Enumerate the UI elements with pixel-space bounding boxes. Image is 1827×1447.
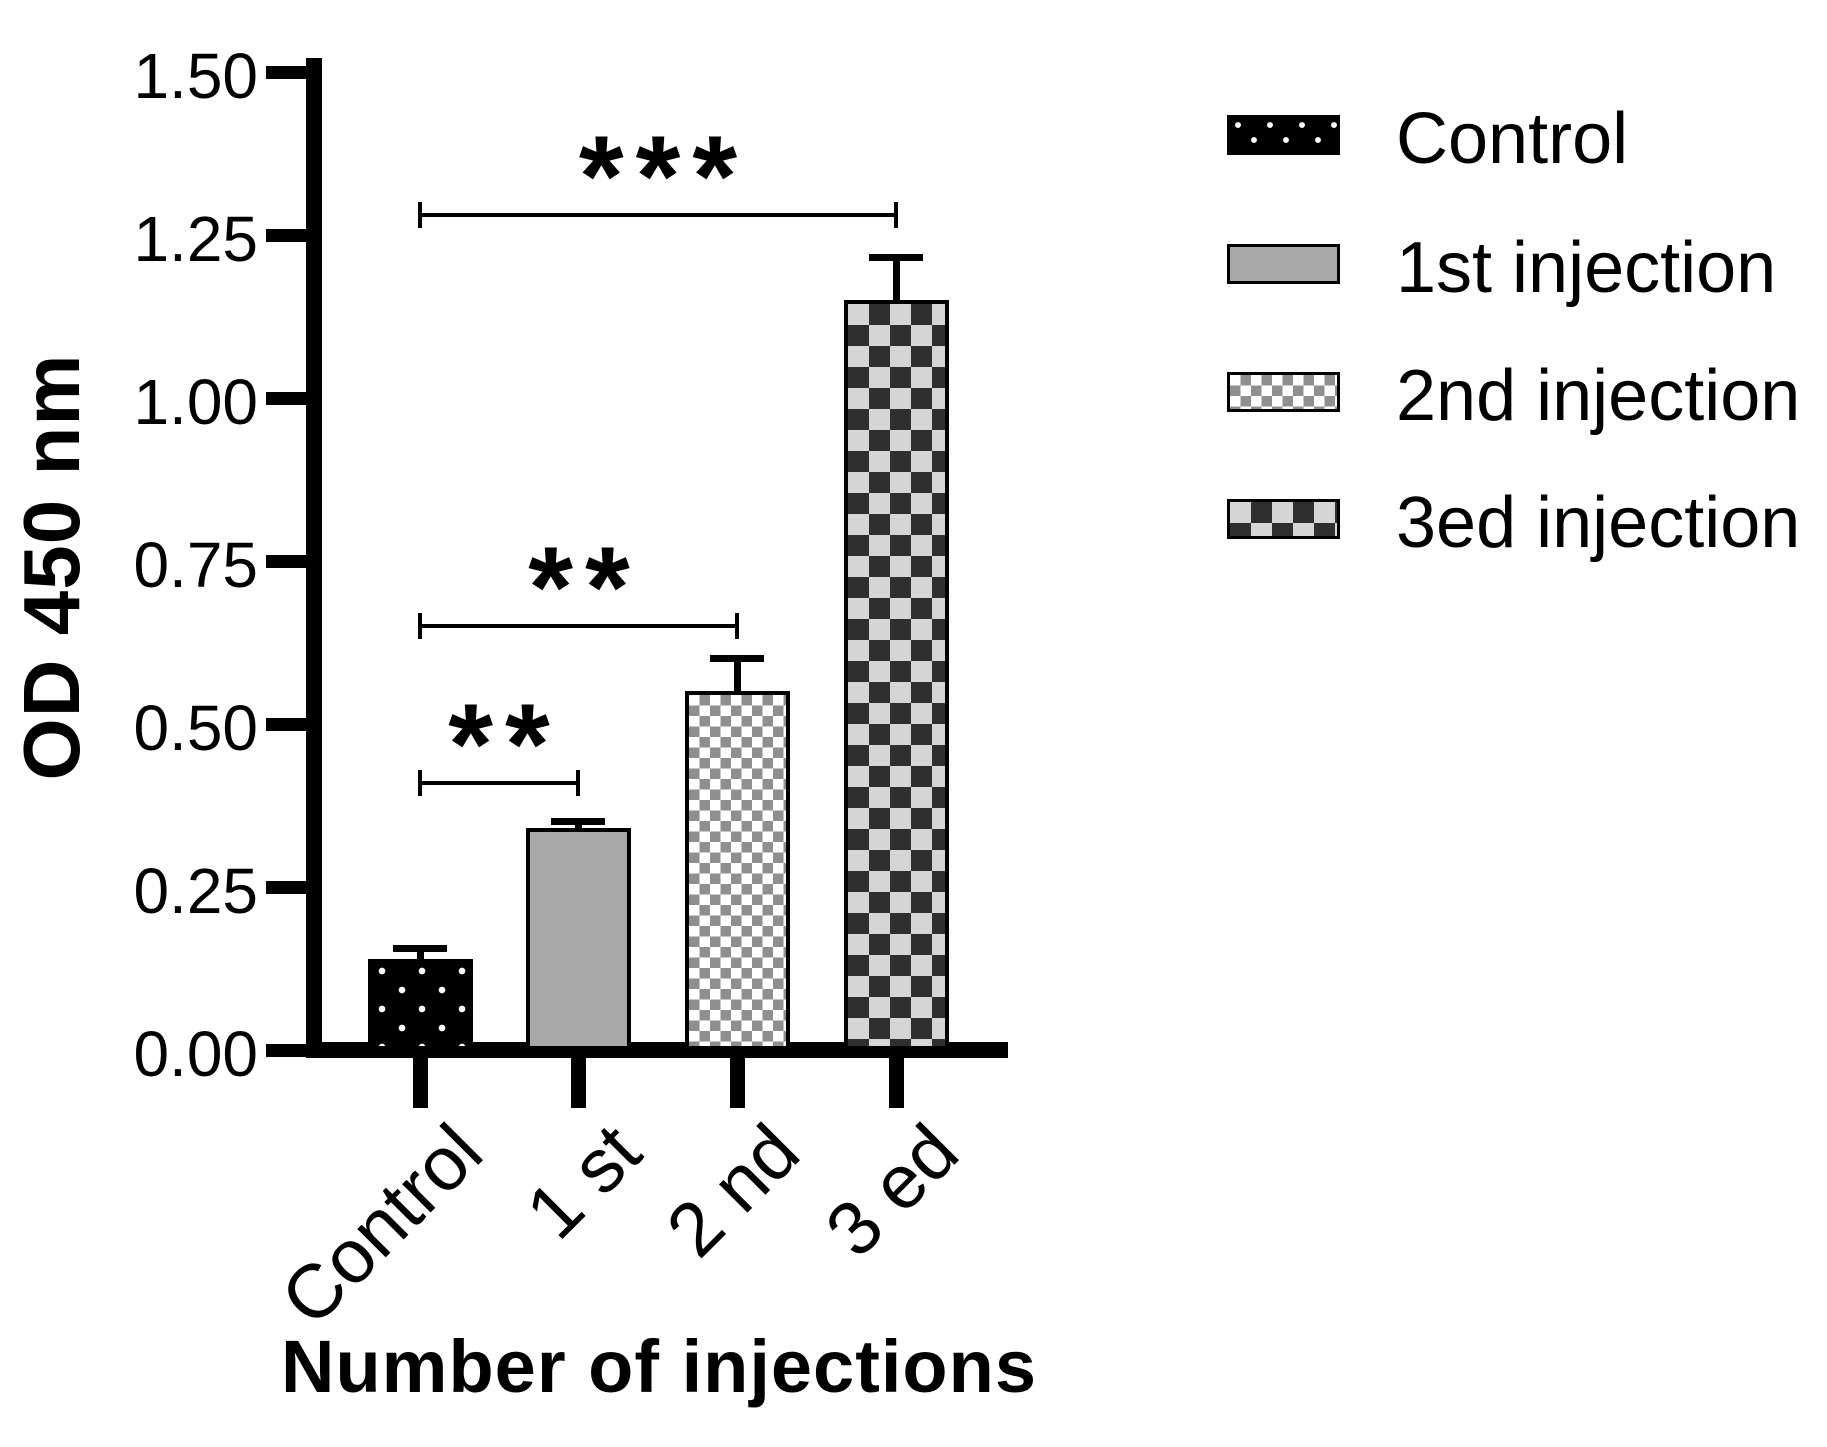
error-bar-cap: [869, 254, 923, 261]
y-tick: [266, 66, 306, 79]
legend-swatch-small-checker: [1227, 372, 1340, 412]
legend-label: 1st injection: [1396, 228, 1777, 308]
error-bar-cap: [710, 655, 764, 662]
error-bar-cap: [551, 818, 605, 825]
legend-label: Control: [1396, 99, 1629, 179]
bar-1-st: [526, 828, 631, 1050]
legend-swatch-black-dots: [1227, 115, 1340, 155]
x-axis-line: [306, 1042, 1008, 1058]
significance-bracket-endcap: [418, 613, 422, 639]
y-tick-label: 1.50: [133, 40, 258, 112]
y-tick-label: 1.25: [133, 203, 258, 275]
error-bar-stem: [734, 659, 741, 694]
y-axis-line: [306, 58, 322, 1058]
y-tick: [266, 229, 306, 242]
significance-asterisks: ***: [578, 113, 750, 241]
legend-swatch-solid-gray: [1227, 244, 1340, 284]
legend-label: 2nd injection: [1396, 356, 1801, 436]
bar-3-ed: [844, 300, 949, 1050]
y-tick: [266, 718, 306, 731]
x-axis-title: Number of injections: [281, 1325, 1037, 1408]
x-tick: [571, 1058, 586, 1108]
significance-bracket-endcap: [576, 770, 580, 796]
significance-bracket-endcap: [418, 202, 422, 228]
bar-2-nd: [685, 691, 790, 1050]
significance-bracket-line: [420, 781, 578, 785]
y-axis-title: OD 450 nm: [7, 353, 96, 781]
significance-asterisks: **: [448, 681, 562, 809]
significance-bracket-endcap: [735, 613, 739, 639]
x-tick: [413, 1058, 428, 1108]
x-tick: [889, 1058, 904, 1108]
error-bar-stem: [575, 822, 582, 831]
significance-bracket-endcap: [894, 202, 898, 228]
x-tick: [730, 1058, 745, 1108]
y-tick: [266, 392, 306, 405]
bar-control: [368, 959, 473, 1050]
error-bar-cap: [393, 945, 447, 952]
y-tick-label: 0.25: [133, 855, 258, 927]
y-tick: [266, 881, 306, 894]
significance-bracket-line: [420, 624, 737, 628]
significance-bracket-endcap: [418, 770, 422, 796]
significance-bracket-line: [420, 213, 896, 217]
y-tick-label: 1.00: [133, 366, 258, 438]
y-tick-label: 0.00: [133, 1018, 258, 1090]
y-tick: [266, 555, 306, 568]
y-tick-label: 0.75: [133, 529, 258, 601]
y-tick: [266, 1044, 306, 1057]
legend-label: 3ed injection: [1396, 483, 1801, 563]
error-bar-stem: [417, 949, 424, 961]
significance-asterisks: **: [528, 524, 642, 652]
y-tick-label: 0.50: [133, 692, 258, 764]
error-bar-stem: [893, 258, 900, 302]
legend-swatch-large-checker: [1227, 499, 1340, 539]
